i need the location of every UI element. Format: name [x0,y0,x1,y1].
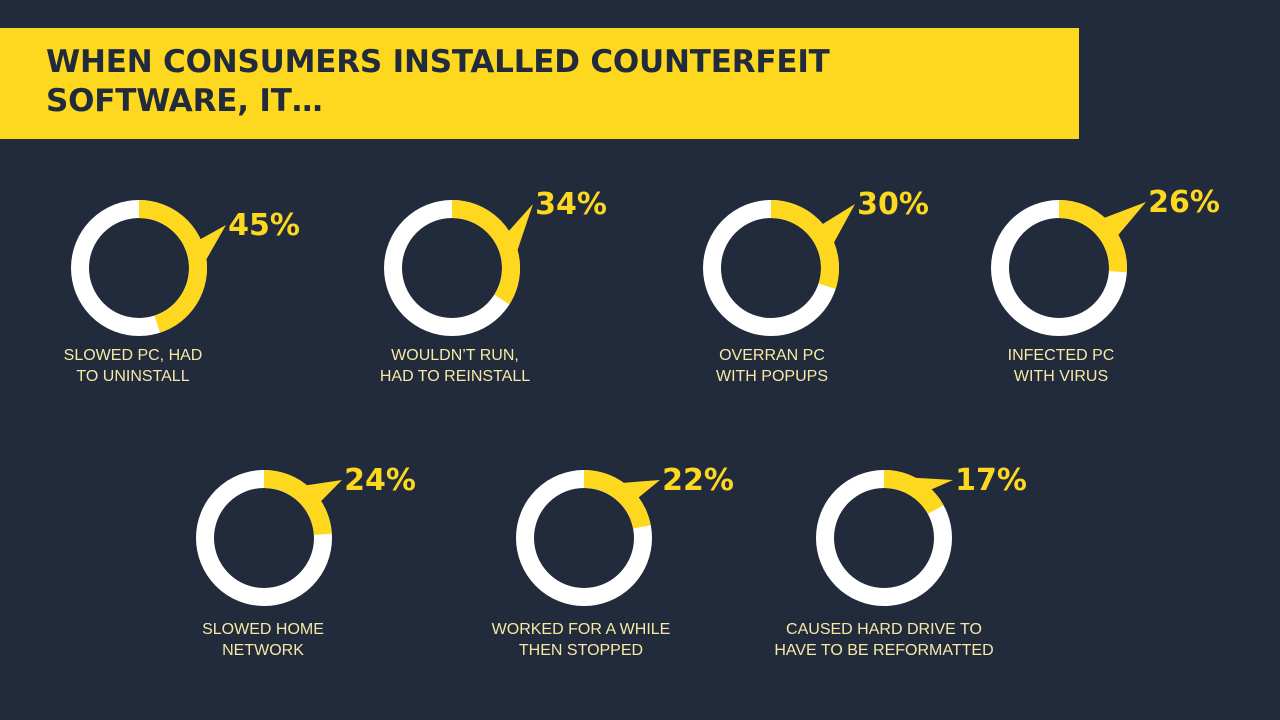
category-label: NETWORK [222,642,304,659]
category-label: CAUSED HARD DRIVE TO [786,621,982,638]
category-label: WITH POPUPS [716,368,828,385]
donut-pointer [1102,202,1146,237]
category-label: WITH VIRUS [1014,368,1108,385]
donut-value-arc [583,470,651,530]
value-label: 30% [857,187,929,222]
category-label: OVERRAN PC [719,347,825,364]
donut-pointer [910,477,953,491]
category-label: WORKED FOR A WHILE [492,621,671,638]
donut-value-arc [883,470,944,515]
value-label: 45% [228,208,300,243]
donut-item-6: 22% WORKED FOR A WHILE THEN STOPPED [492,463,734,659]
category-label: TO UNINSTALL [76,368,189,385]
donut-value-arc [263,470,332,536]
category-label: INFECTED PC [1008,347,1115,364]
donut-item-5: 24% SLOWED HOME NETWORK [196,463,416,659]
title-banner [0,28,1079,139]
donut-value-arc [451,200,520,305]
category-label: THEN STOPPED [519,642,643,659]
donut-pointer [620,480,660,499]
donut-pointer [821,204,855,245]
donut-item-7: 17% CAUSED HARD DRIVE TO HAVE TO BE REFORM… [774,463,1027,659]
value-label: 24% [344,463,416,498]
category-label: SLOWED PC, HAD [64,347,203,364]
donut-value-arc [1058,200,1127,273]
donut-pointer [507,204,533,254]
donut-value-arc [138,200,207,333]
value-label: 26% [1148,185,1220,220]
category-label: HAVE TO BE REFORMATTED [774,642,993,659]
donut-pointer [198,225,226,263]
category-label: WOULDN’T RUN, [391,347,519,364]
donut-item-2: 34% WOULDN’T RUN, HAD TO REINSTALL [380,187,607,385]
donut-item-4: 26% INFECTED PC WITH VIRUS [991,185,1220,385]
donut-pointer [304,480,342,503]
donut-value-arc [770,200,839,290]
value-label: 34% [535,187,607,222]
category-label: HAD TO REINSTALL [380,368,530,385]
donut-item-3: 30% OVERRAN PC WITH POPUPS [703,187,929,385]
chart-title: WHEN CONSUMERS INSTALLED COUNTERFEIT SOF… [46,44,830,119]
category-label: SLOWED HOME [202,621,324,638]
value-label: 17% [955,463,1027,498]
donut-item-1: 45% SLOWED PC, HAD TO UNINSTALL [64,200,300,385]
value-label: 22% [662,463,734,498]
